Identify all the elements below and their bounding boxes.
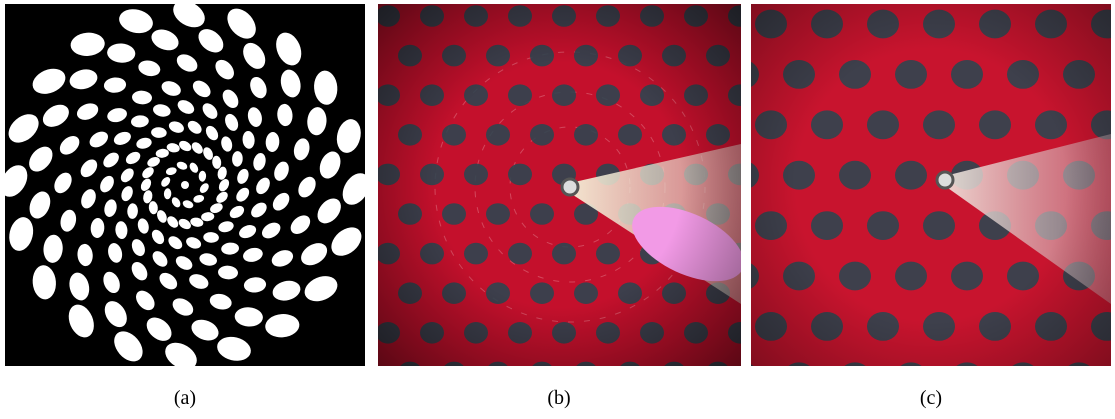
panel-label: (b): [547, 387, 570, 409]
vignette: [378, 4, 741, 366]
dot: [839, 362, 871, 391]
panel-label: (c): [920, 387, 942, 409]
dot: [1007, 362, 1039, 391]
dot: [1063, 362, 1095, 391]
page: (a) (b) (c) (() => { const data = JSON.p…: [0, 0, 1115, 419]
panel-b: [332, 0, 818, 383]
panel-c: [699, 0, 1115, 391]
vignette: [751, 4, 1111, 366]
dot: [727, 362, 759, 391]
dot: [783, 362, 815, 391]
panel-a: [0, 0, 375, 375]
dot: [951, 362, 983, 391]
dot: [181, 181, 189, 189]
panel-label: (a): [174, 387, 196, 409]
figure: (a) (b) (c): [0, 0, 1115, 419]
